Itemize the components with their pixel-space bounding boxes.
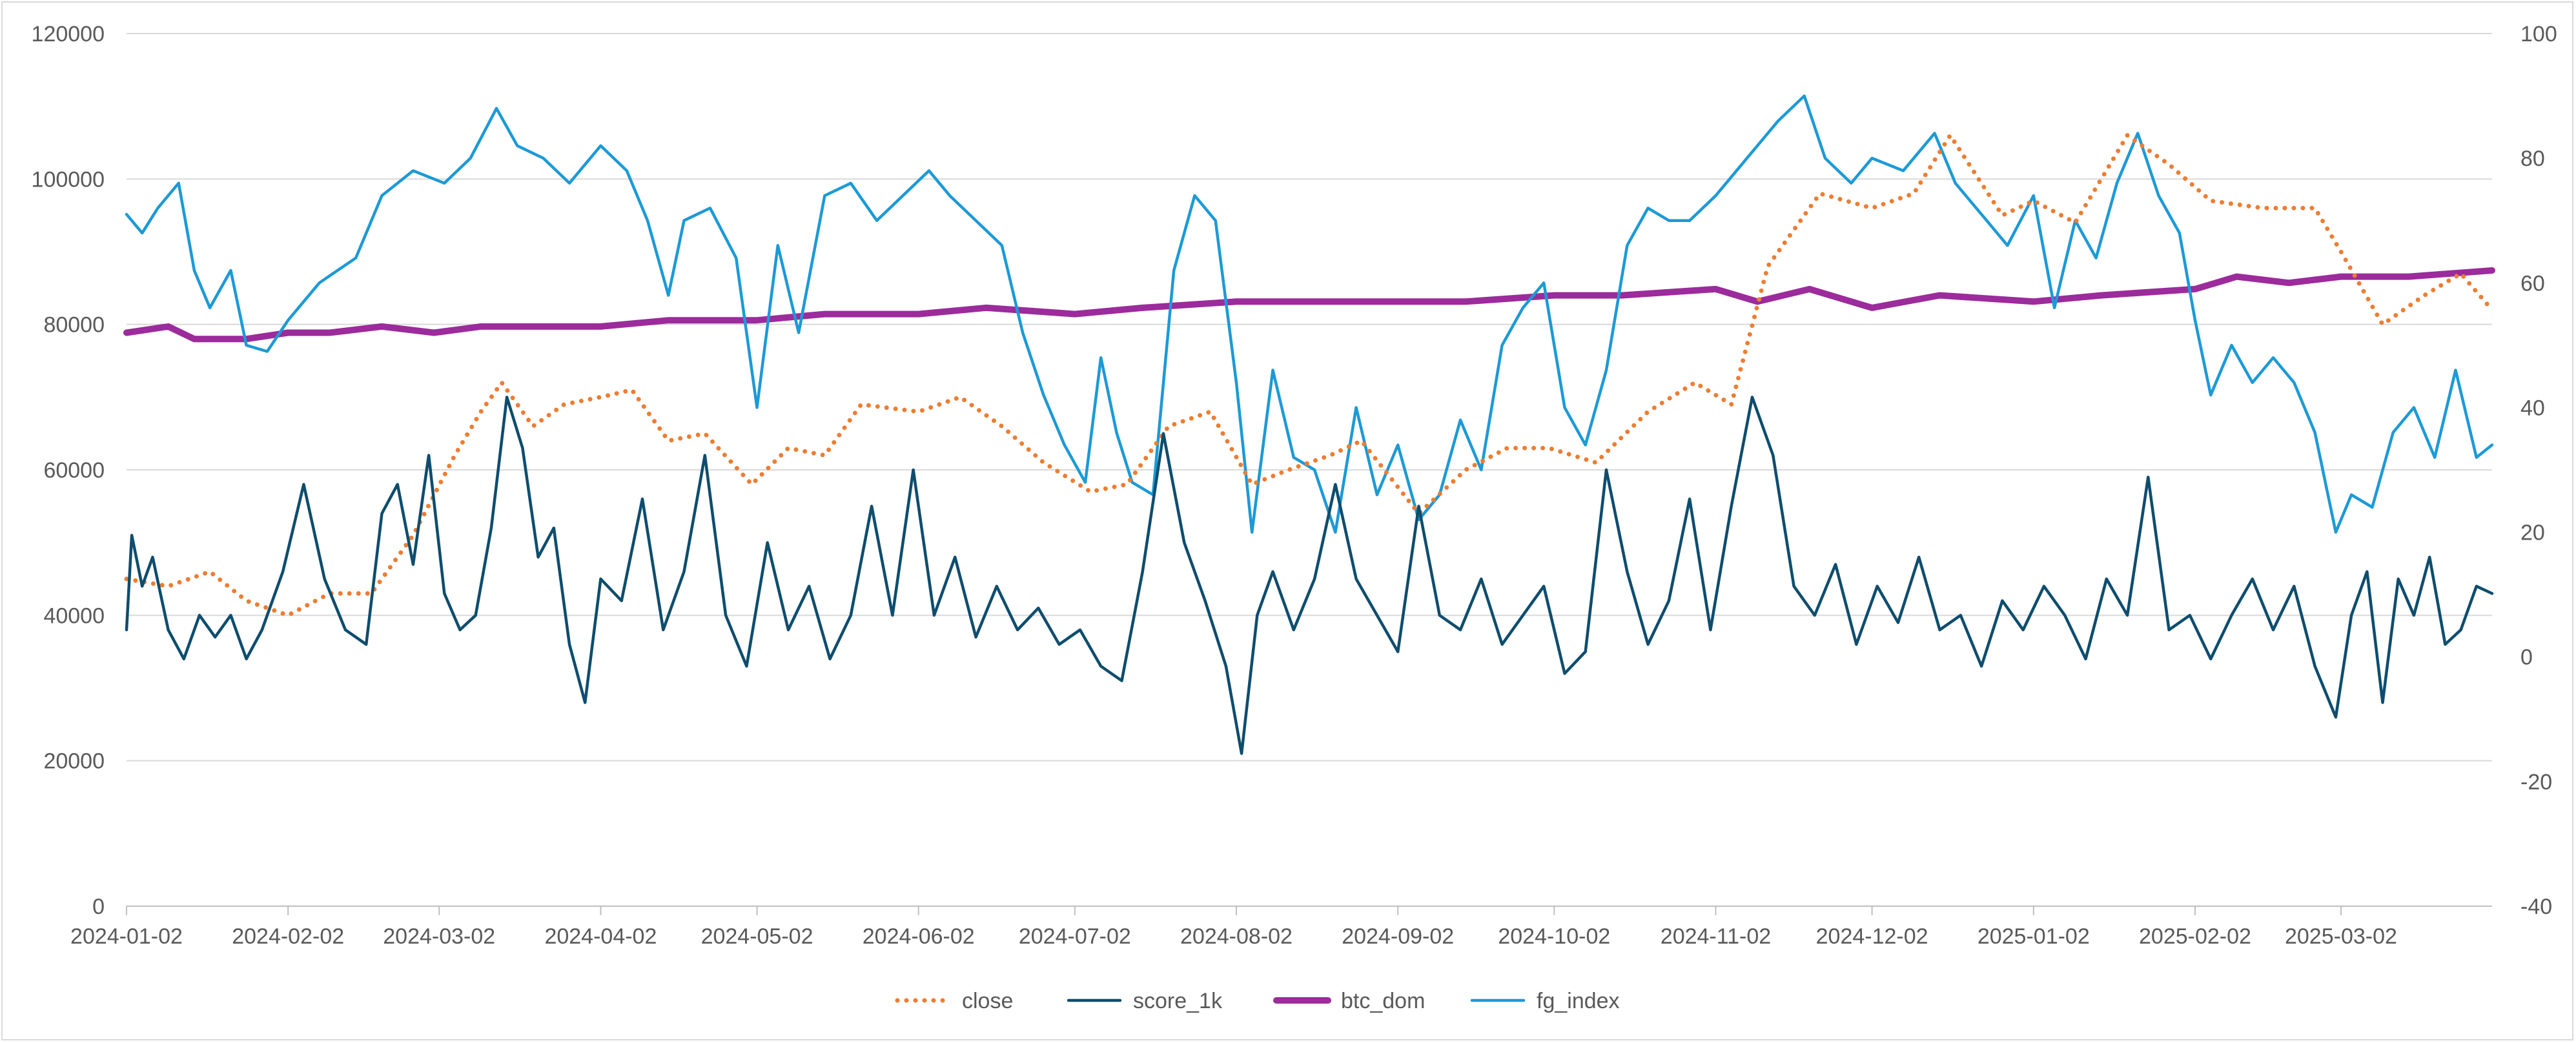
legend-item-fg-index[interactable]: fg_index bbox=[1470, 989, 1620, 1013]
legend-item-score-1k[interactable]: score_1k bbox=[1067, 989, 1223, 1013]
legend-item-close[interactable]: close bbox=[895, 989, 1013, 1013]
series-line-score-1k bbox=[125, 396, 2494, 755]
y-right-tick-label: 100 bbox=[2520, 22, 2557, 46]
y-left-tick-label: 100000 bbox=[32, 167, 105, 192]
y-left-tick-label: 0 bbox=[92, 895, 105, 919]
x-tick-label: 2024-07-02 bbox=[1019, 924, 1131, 949]
x-tick-label: 2024-12-02 bbox=[1816, 924, 1928, 949]
y-left-tick-label: 120000 bbox=[32, 22, 105, 46]
x-tick-label: 2024-08-02 bbox=[1180, 924, 1293, 949]
x-tick-label: 2024-01-02 bbox=[70, 924, 183, 949]
y-left-tick-label: 60000 bbox=[43, 458, 105, 483]
x-tick-label: 2024-04-02 bbox=[544, 924, 657, 949]
series-lines bbox=[123, 94, 2495, 755]
y-left-tick-label: 20000 bbox=[43, 749, 105, 774]
x-tick-label: 2025-03-02 bbox=[2285, 924, 2397, 949]
x-tick-label: 2024-03-02 bbox=[383, 924, 495, 949]
y-right-tick-label: -40 bbox=[2520, 895, 2552, 919]
legend-label: fg_index bbox=[1537, 989, 1620, 1013]
y-right-tick-label: 60 bbox=[2520, 271, 2545, 296]
y-right-tick-label: 40 bbox=[2520, 396, 2545, 420]
y-left-tick-label: 80000 bbox=[43, 313, 105, 338]
x-tick-label: 2025-01-02 bbox=[1978, 924, 2090, 949]
x-tick-label: 2025-02-02 bbox=[2139, 924, 2251, 949]
series-line-fg-index bbox=[125, 94, 2494, 534]
x-tick-label: 2024-11-02 bbox=[1661, 924, 1771, 949]
y-right-tick-label: 20 bbox=[2520, 521, 2545, 545]
x-tick-label: 2024-06-02 bbox=[863, 924, 975, 949]
legend-label: close bbox=[962, 989, 1013, 1013]
legend: close score_1k btc_dom fg_index bbox=[895, 989, 1620, 1013]
legend-item-btc-dom[interactable]: btc_dom bbox=[1273, 989, 1425, 1013]
line-chart: 0 20000 40000 60000 80000 100000 120000 -40 -20 0… bbox=[32, 22, 2557, 1013]
y-left-tick-label: 40000 bbox=[43, 603, 105, 628]
legend-label: score_1k bbox=[1133, 989, 1223, 1013]
y-right-tick-label: 0 bbox=[2520, 645, 2533, 670]
x-tick-label: 2024-10-02 bbox=[1498, 924, 1610, 949]
legend-label: btc_dom bbox=[1341, 989, 1425, 1013]
x-tick-label: 2024-02-02 bbox=[232, 924, 344, 949]
axes: 0 20000 40000 60000 80000 100000 120000 -40 -20 0… bbox=[32, 22, 2557, 949]
x-tick-label: 2024-05-02 bbox=[701, 924, 813, 949]
gridlines bbox=[127, 33, 2492, 762]
y-right-tick-label: 80 bbox=[2520, 147, 2545, 171]
x-tick-label: 2024-09-02 bbox=[1342, 924, 1454, 949]
series-line-btc-dom bbox=[123, 267, 2495, 343]
y-right-tick-label: -20 bbox=[2520, 770, 2552, 795]
